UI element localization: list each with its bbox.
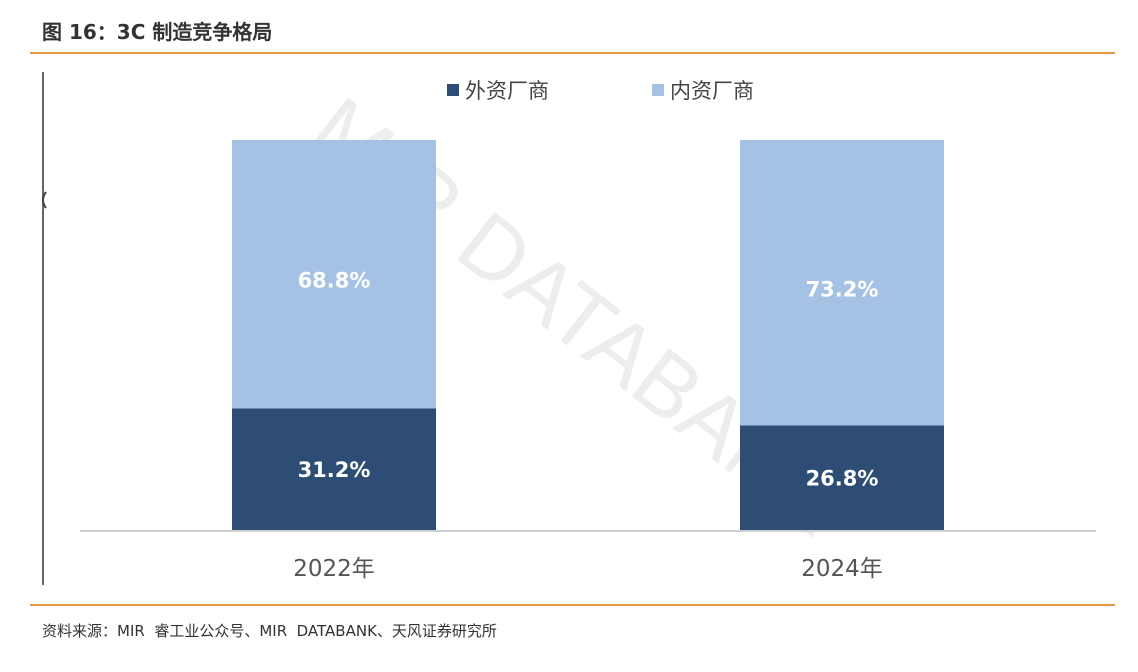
figure-title: 图 16：3C 制造竞争格局 (42, 20, 273, 44)
bar-segment (740, 425, 944, 530)
data-label: 31.2% (298, 458, 371, 482)
x-tick-label: 2024年 (801, 556, 883, 582)
bar-segment (232, 408, 436, 530)
legend-swatch (652, 84, 664, 96)
source-note: 资料来源：MIR 睿工业公众号、MIR DATABANK、天风证券研究所 (42, 622, 497, 640)
legend-label: 外资厂商 (465, 79, 549, 103)
chart-left-mark (42, 191, 47, 209)
title-divider (30, 52, 1115, 54)
bar-segment (232, 140, 436, 409)
bar-segment (740, 140, 944, 426)
source-divider (30, 604, 1115, 606)
data-label: 73.2% (806, 277, 879, 301)
x-tick-label: 2022年 (293, 556, 375, 582)
data-label: 68.8% (298, 269, 371, 293)
legend-swatch (447, 84, 459, 96)
stacked-bar-chart: MIR DATABANK 31.2%68.8%26.8%73.2%2022年 20… (42, 72, 1096, 585)
data-label: 26.8% (806, 467, 879, 491)
legend-label: 内资厂商 (670, 79, 754, 103)
